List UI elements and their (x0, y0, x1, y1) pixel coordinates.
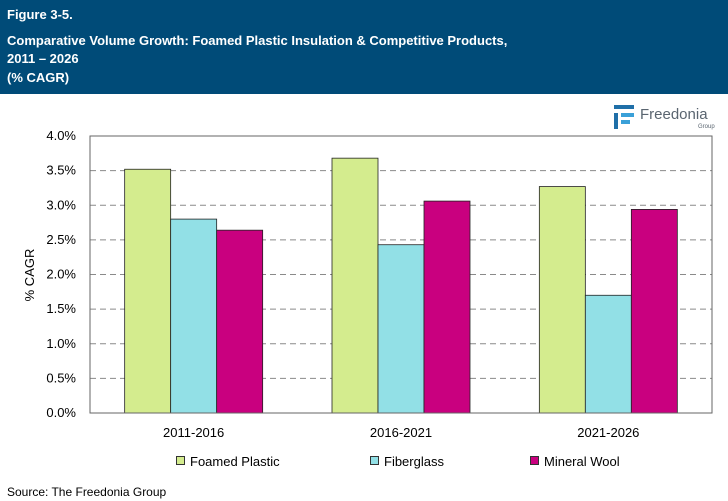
bar-mineral-wool-2016-2021 (423, 200, 471, 414)
y-tick-label: 0.5% (46, 370, 76, 385)
y-tick-label: 2.0% (46, 267, 76, 282)
x-tick-label: 2016-2021 (370, 425, 432, 440)
figure-label: Figure 3-5. (7, 7, 73, 22)
logo-group-text: Group (698, 124, 715, 130)
y-tick-label: 3.5% (46, 163, 76, 178)
y-tick-label: 2.5% (46, 232, 76, 247)
x-tick-label: 2011-2016 (163, 425, 224, 440)
y-tick-label: 4.0% (46, 128, 76, 143)
freedonia-logo: Freedonia Group (612, 103, 722, 133)
figure-title-line-3: (% CAGR) (7, 70, 70, 85)
y-tick-label: 1.5% (46, 301, 76, 316)
y-axis-label: % CAGR (22, 249, 37, 302)
bar-fiberglass-2016-2021 (377, 244, 425, 414)
bar-foamed-plastic-2021-2026 (538, 186, 586, 414)
bar-fiberglass-2011-2016 (170, 218, 218, 414)
bar-foamed-plastic-2016-2021 (331, 157, 379, 414)
legend-label: Fiberglass (384, 454, 444, 469)
logo-brand-text: Freedonia (640, 106, 708, 123)
legend-label: Foamed Plastic (190, 454, 280, 469)
legend-swatch (530, 456, 539, 465)
y-tick-label: 1.0% (46, 336, 76, 351)
bars (124, 157, 678, 414)
x-tick-label: 2021-2026 (577, 425, 639, 440)
figure-title-line-2: 2011 – 2026 (7, 51, 79, 66)
bar-mineral-wool-2011-2016 (216, 229, 264, 414)
legend-label: Mineral Wool (544, 454, 620, 469)
legend-swatch (370, 456, 379, 465)
bar-foamed-plastic-2011-2016 (124, 168, 172, 414)
plot-area-frame (89, 135, 713, 414)
source-note: Source: The Freedonia Group (7, 485, 167, 499)
y-tick-label: 3.0% (46, 197, 76, 212)
bar-mineral-wool-2021-2026 (630, 209, 678, 414)
bar-fiberglass-2021-2026 (584, 294, 632, 414)
freedonia-logo-icon (614, 105, 634, 129)
figure-header: Figure 3-5. Comparative Volume Growth: F… (0, 0, 728, 94)
axes: 0.0% 0.5% 1.0% 1.5% 2.0% 2.5% 3.0% 3.5% 4.0% 2011… (46, 128, 713, 440)
legend-swatch (176, 456, 185, 465)
y-tick-label: 0.0% (46, 405, 76, 420)
figure-title-line-1: Comparative Volume Growth: Foamed Plasti… (7, 33, 508, 48)
